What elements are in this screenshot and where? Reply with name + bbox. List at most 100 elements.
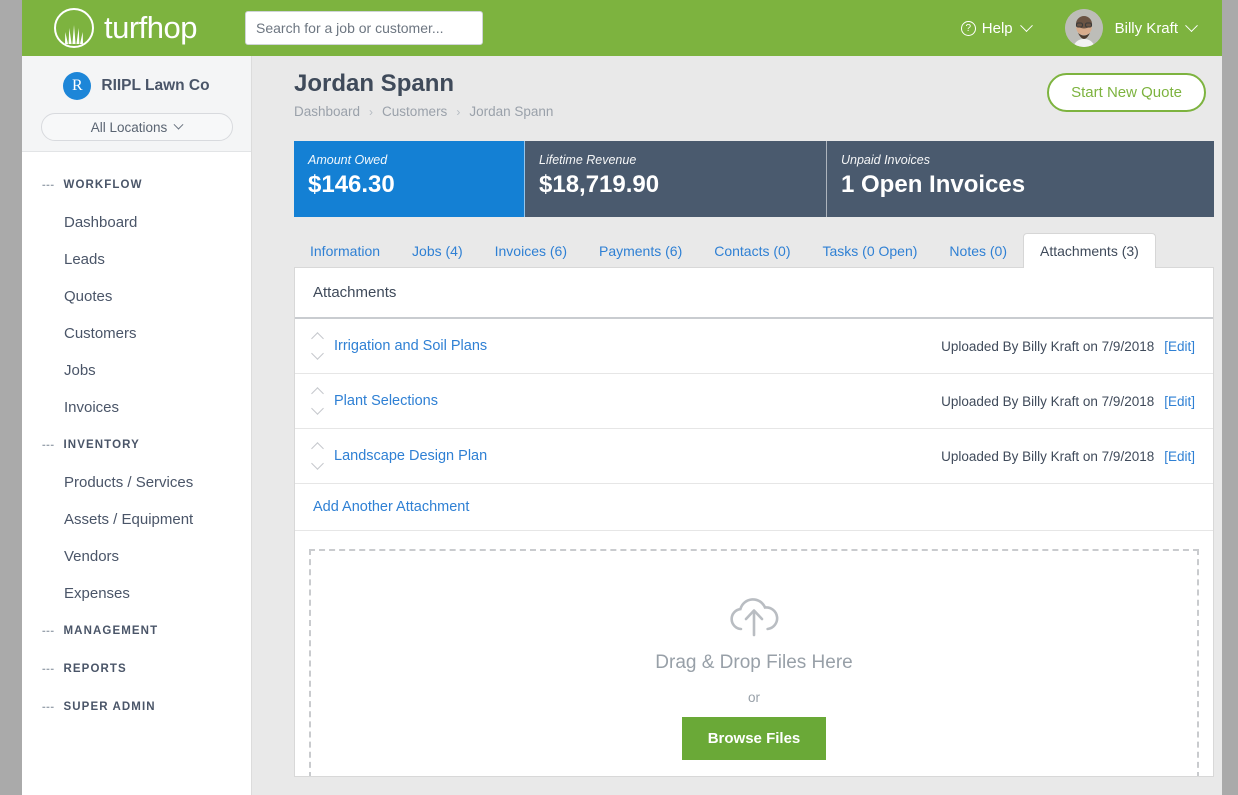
tab-attachments[interactable]: Attachments (3) <box>1023 233 1156 268</box>
panel-title: Attachments <box>295 268 1213 319</box>
sidebar-section-workflow[interactable]: --- WORKFLOW <box>22 166 251 204</box>
section-dash-icon: --- <box>42 439 55 451</box>
brand-logo[interactable]: turfhop <box>54 8 198 48</box>
browse-files-button[interactable]: Browse Files <box>681 717 827 760</box>
section-dash-icon: --- <box>42 701 55 713</box>
sidebar-nav: --- WORKFLOW Dashboard Leads Quotes Cust… <box>22 152 251 726</box>
sidebar-item-invoices[interactable]: Invoices <box>64 399 120 416</box>
tab-tasks[interactable]: Tasks (0 Open) <box>822 243 918 259</box>
sidebar-item-assets-equipment[interactable]: Assets / Equipment <box>64 511 194 528</box>
tab-payments[interactable]: Payments (6) <box>598 243 683 259</box>
stat-value: 1 Open Invoices <box>841 171 1026 198</box>
tab-notes[interactable]: Notes (0) <box>949 243 1007 259</box>
cloud-upload-icon <box>724 593 784 646</box>
file-dropzone[interactable]: Drag & Drop Files Here or Browse Files <box>309 549 1199 776</box>
user-menu[interactable]: Billy Kraft <box>1064 9 1198 47</box>
page-header: Jordan Spann Dashboard › Customers › Jor… <box>294 56 1214 119</box>
sidebar-section-label: MANAGEMENT <box>63 625 159 637</box>
chevron-down-icon <box>173 119 184 130</box>
sidebar-section-management[interactable]: --- MANAGEMENT <box>22 612 251 650</box>
table-row: Landscape Design Plan Uploaded By Billy … <box>295 429 1213 484</box>
stat-card-lifetime-revenue: Lifetime Revenue $18,719.90 <box>525 141 827 217</box>
section-dash-icon: --- <box>42 179 55 191</box>
stat-value: $146.30 <box>308 171 395 198</box>
attachment-link[interactable]: Landscape Design Plan <box>334 448 488 464</box>
breadcrumb-item-current: Jordan Spann <box>469 104 554 119</box>
stat-card-unpaid-invoices: Unpaid Invoices 1 Open Invoices <box>827 141 1214 217</box>
stat-label: Unpaid Invoices <box>841 153 930 167</box>
tab-contacts[interactable]: Contacts (0) <box>714 243 791 259</box>
attachment-link[interactable]: Plant Selections <box>334 393 438 409</box>
sidebar-item-quotes[interactable]: Quotes <box>64 288 113 305</box>
chevron-down-icon <box>1185 18 1198 32</box>
uploaded-by-text: Uploaded By Billy Kraft on 7/9/2018 <box>941 448 1155 464</box>
sidebar-section-label: REPORTS <box>63 663 127 675</box>
grass-circle-icon <box>54 8 94 48</box>
help-menu[interactable]: ? Help <box>960 18 1033 37</box>
chevron-down-icon <box>1019 18 1033 32</box>
chevron-up-icon <box>311 442 324 455</box>
sidebar-item-products-services[interactable]: Products / Services <box>64 474 194 491</box>
chevron-up-icon <box>311 332 324 345</box>
edit-link[interactable]: [Edit] <box>1164 393 1195 409</box>
chevron-down-icon <box>311 347 324 360</box>
avatar <box>1064 9 1103 47</box>
sidebar-section-super-admin[interactable]: --- SUPER ADMIN <box>22 688 251 726</box>
sidebar-section-reports[interactable]: --- REPORTS <box>22 650 251 688</box>
top-navigation-bar: turfhop ? Help <box>22 0 1222 56</box>
brand-name: turfhop <box>104 10 198 45</box>
sidebar-section-inventory[interactable]: --- INVENTORY <box>22 426 251 464</box>
table-row: Irrigation and Soil Plans Uploaded By Bi… <box>295 319 1213 374</box>
breadcrumb-item-dashboard[interactable]: Dashboard <box>294 104 361 119</box>
stat-card-amount-owed: Amount Owed $146.30 <box>294 141 525 217</box>
add-attachment-link[interactable]: Add Another Attachment <box>295 484 1213 531</box>
reorder-handle[interactable] <box>311 442 324 470</box>
sidebar-item-customers[interactable]: Customers <box>64 325 137 342</box>
sidebar-item-leads[interactable]: Leads <box>64 251 105 268</box>
attachment-meta: Uploaded By Billy Kraft on 7/9/2018 [Edi… <box>941 339 1195 354</box>
sidebar-section-label: SUPER ADMIN <box>63 701 156 713</box>
browser-scrollbar-right[interactable] <box>1222 0 1238 795</box>
chevron-up-icon <box>311 387 324 400</box>
section-dash-icon: --- <box>42 663 55 675</box>
attachment-link[interactable]: Irrigation and Soil Plans <box>334 338 488 354</box>
uploaded-by-text: Uploaded By Billy Kraft on 7/9/2018 <box>941 393 1155 409</box>
edit-link[interactable]: [Edit] <box>1164 448 1195 464</box>
sidebar-item-expenses[interactable]: Expenses <box>64 585 130 602</box>
tab-information[interactable]: Information <box>310 243 381 259</box>
location-filter-dropdown[interactable]: All Locations <box>40 113 233 141</box>
help-label: Help <box>981 19 1013 37</box>
stat-label: Amount Owed <box>308 153 388 167</box>
question-circle-icon: ? <box>960 20 976 36</box>
sidebar-item-vendors[interactable]: Vendors <box>64 548 120 565</box>
reorder-handle[interactable] <box>311 332 324 360</box>
main-content: Jordan Spann Dashboard › Customers › Jor… <box>252 56 1222 795</box>
sidebar-section-label: INVENTORY <box>63 439 140 451</box>
top-right-actions: ? Help Billy Kraft <box>960 9 1198 47</box>
reorder-handle[interactable] <box>311 387 324 415</box>
attachments-panel: Attachments Irrigation and Soil Plans Up… <box>294 267 1214 777</box>
org-switcher: R RIIPL Lawn Co All Locations <box>22 56 251 152</box>
tab-jobs[interactable]: Jobs (4) <box>412 243 463 259</box>
breadcrumb: Dashboard › Customers › Jordan Spann <box>294 104 1214 119</box>
user-name: Billy Kraft <box>1114 19 1178 37</box>
chevron-down-icon <box>311 457 324 470</box>
search-input[interactable] <box>245 11 484 45</box>
attachment-meta: Uploaded By Billy Kraft on 7/9/2018 [Edi… <box>941 394 1195 409</box>
breadcrumb-item-customers[interactable]: Customers <box>382 104 448 119</box>
breadcrumb-separator-icon: › <box>369 104 374 119</box>
sidebar-section-label: WORKFLOW <box>63 179 143 191</box>
sidebar-item-jobs[interactable]: Jobs <box>64 362 96 379</box>
summary-stats: Amount Owed $146.30 Lifetime Revenue $18… <box>294 141 1214 217</box>
page-title: Jordan Spann <box>294 70 455 97</box>
sidebar-item-dashboard[interactable]: Dashboard <box>64 214 138 231</box>
app-page: turfhop ? Help <box>22 0 1222 795</box>
sidebar: R RIIPL Lawn Co All Locations --- WORKFL… <box>22 56 252 795</box>
edit-link[interactable]: [Edit] <box>1164 338 1195 354</box>
tab-invoices[interactable]: Invoices (6) <box>494 243 567 259</box>
start-new-quote-button[interactable]: Start New Quote <box>1047 73 1206 112</box>
org-name: RIIPL Lawn Co <box>101 77 210 94</box>
detail-tabs: Information Jobs (4) Invoices (6) Paymen… <box>294 233 1214 268</box>
browser-scrollbar-left[interactable] <box>0 0 22 795</box>
breadcrumb-separator-icon: › <box>456 104 461 119</box>
